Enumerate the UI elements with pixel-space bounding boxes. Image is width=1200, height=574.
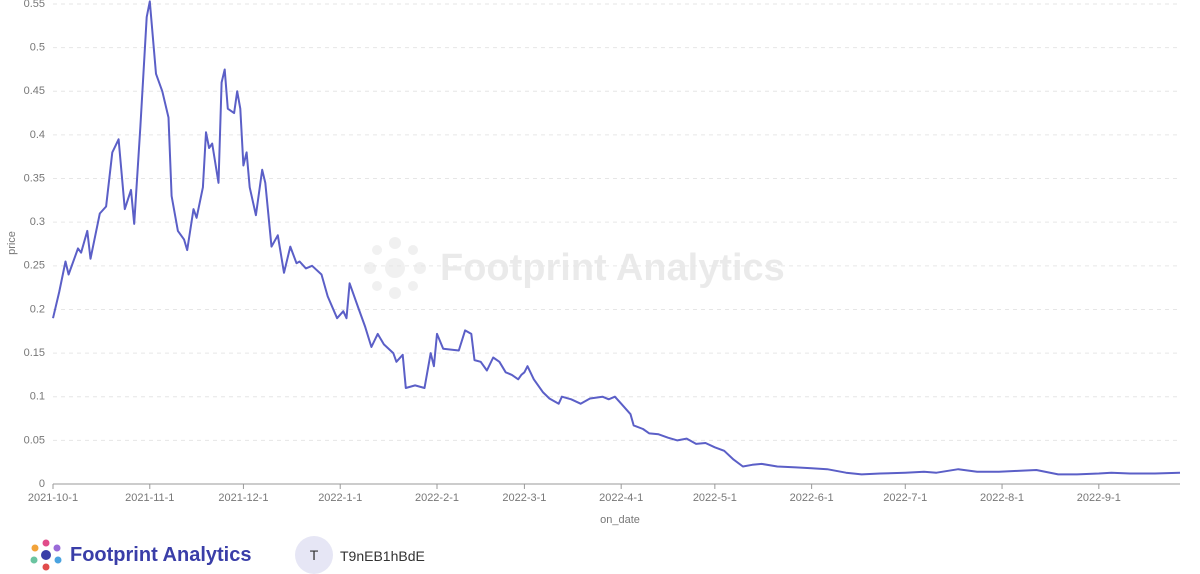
y-tick-label: 0.05 [24, 434, 45, 446]
y-tick-label: 0.35 [24, 172, 45, 184]
chart: Footprint Analytics price on_date 0 0.05 0… [6, 0, 1181, 526]
user-name[interactable]: T9nEB1hBdE [340, 548, 425, 564]
y-tick-label: 0.1 [30, 391, 45, 403]
y-tick-label: 0.45 [24, 85, 45, 97]
x-tick-label: 2022-7-1 [883, 492, 927, 504]
user-avatar[interactable]: T [295, 536, 333, 574]
y-tick-label: 0.15 [24, 347, 45, 359]
x-tick-label: 2022-2-1 [415, 492, 459, 504]
y-tick-label: 0.25 [24, 260, 45, 272]
x-tick-label: 2022-8-1 [980, 492, 1024, 504]
watermark-text: Footprint Analytics [440, 247, 785, 289]
brand-name[interactable]: Footprint Analytics [70, 544, 252, 566]
x-tick-label: 2022-6-1 [790, 492, 834, 504]
price-line [52, 0, 1181, 476]
brand-logo [30, 539, 62, 571]
x-tick-label: 2022-4-1 [599, 492, 643, 504]
y-axis-label: price [6, 231, 18, 255]
y-tick-label: 0.55 [24, 0, 45, 10]
y-tick-label: 0.4 [30, 129, 45, 141]
x-tick-label: 2022-3-1 [502, 492, 546, 504]
x-tick-label: 2021-10-1 [28, 492, 78, 504]
x-tick-label: 2021-11-1 [125, 492, 174, 504]
y-tick-label: 0.3 [30, 216, 45, 228]
x-axis-label: on_date [600, 514, 640, 526]
y-tick-label: 0.5 [30, 42, 45, 54]
y-tick-label: 0 [39, 478, 45, 490]
watermark [364, 237, 426, 299]
x-tick-label: 2022-5-1 [693, 492, 737, 504]
footer: Footprint Analytics T T9nEB1hBdE [0, 532, 1200, 574]
x-tick-label: 2021-12-1 [218, 492, 268, 504]
y-tick-label: 0.2 [30, 303, 45, 315]
x-tick-label: 2022-1-1 [318, 492, 362, 504]
x-tick-label: 2022-9-1 [1077, 492, 1121, 504]
